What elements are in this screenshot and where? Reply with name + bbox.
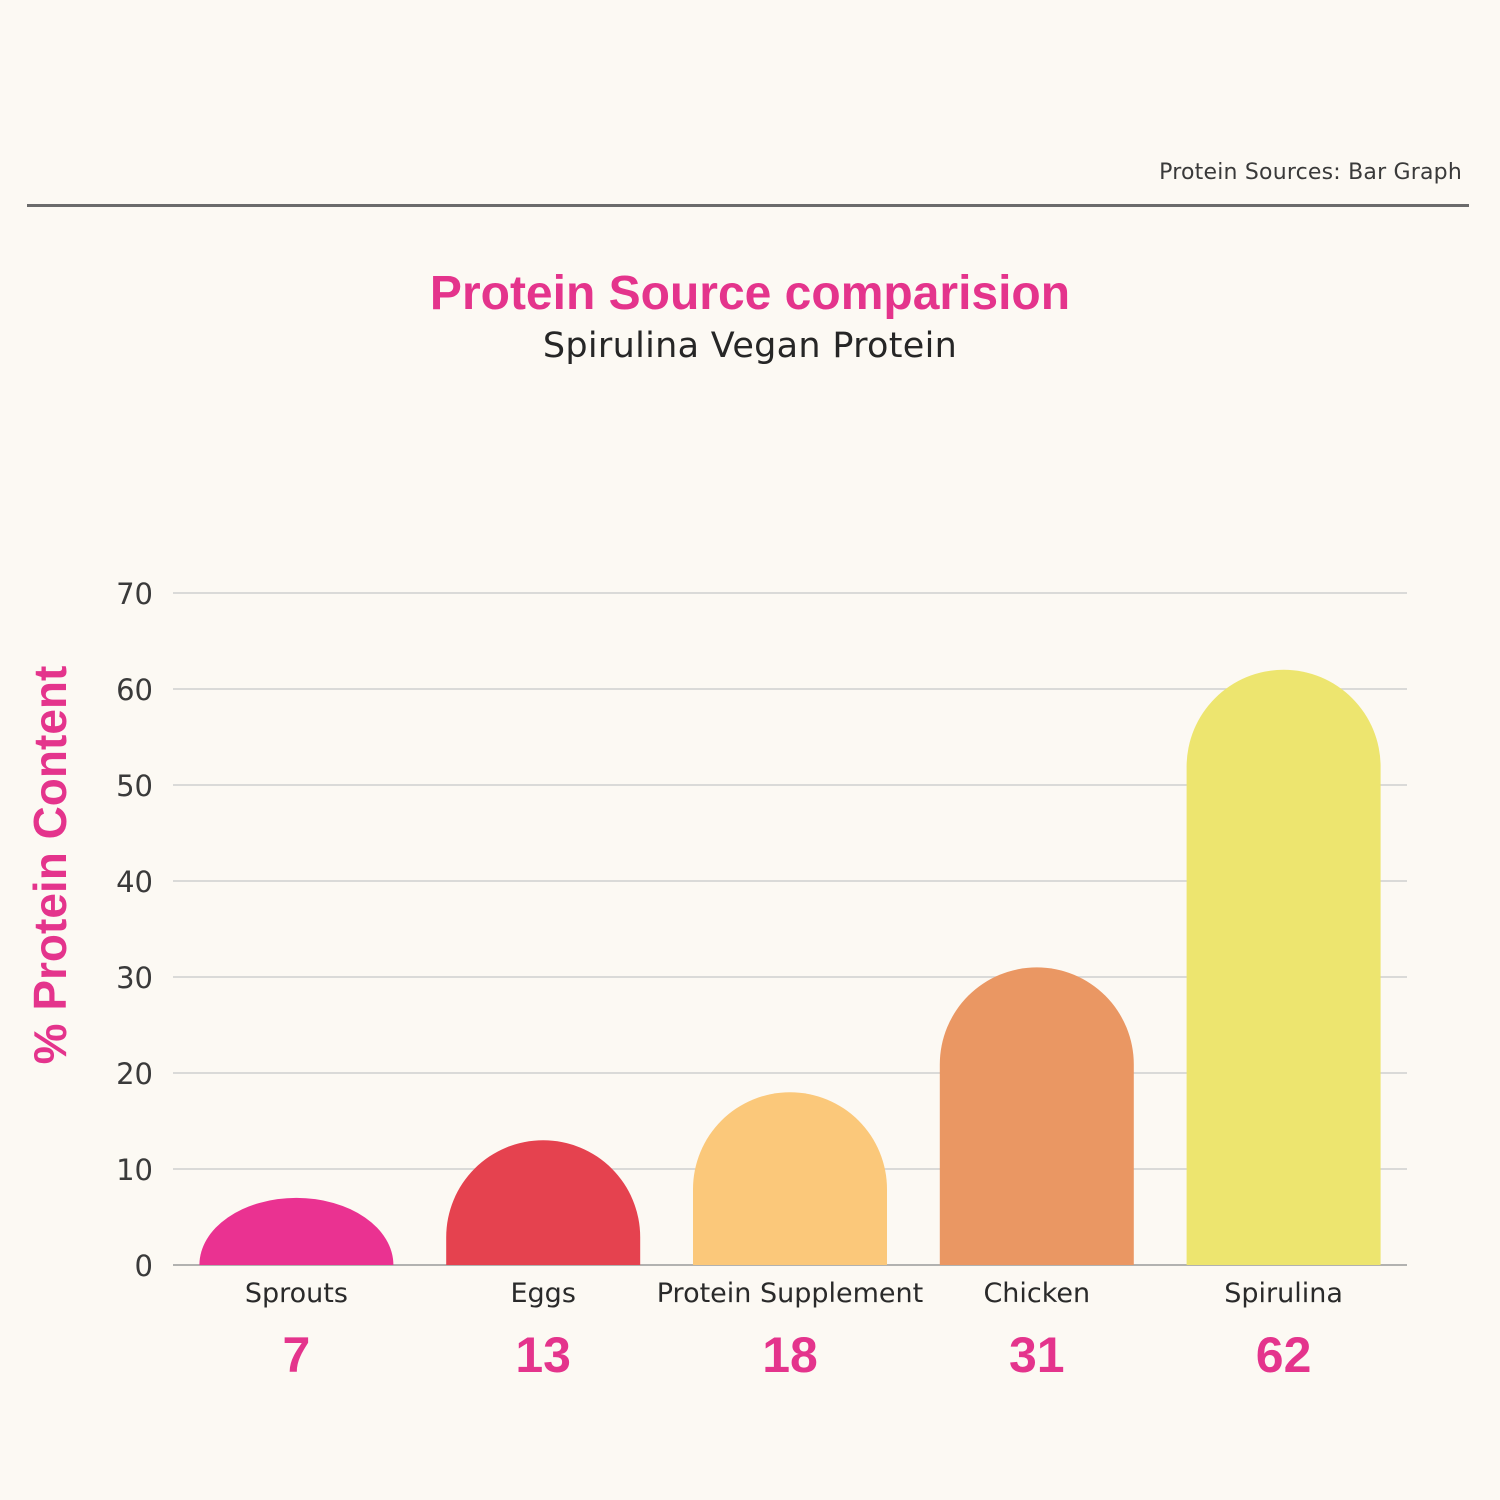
x-tick-label: Eggs [510, 1278, 575, 1309]
x-tick-label: Protein Supplement [657, 1278, 923, 1309]
header-divider [27, 204, 1469, 207]
y-tick-label: 0 [135, 1249, 153, 1283]
y-tick-label: 30 [116, 961, 153, 995]
bar-protein-supplement [693, 1092, 887, 1265]
bar-chicken [939, 967, 1134, 1265]
bar-sprouts [199, 1197, 394, 1265]
x-tick-label: Chicken [983, 1278, 1090, 1309]
y-tick-label: 50 [116, 769, 153, 803]
bar-spirulina [1186, 669, 1381, 1265]
y-tick-label: 70 [116, 577, 153, 611]
y-tick-label: 40 [116, 865, 153, 899]
chart-title: Protein Source comparision [429, 267, 1071, 320]
data-label: 31 [1009, 1327, 1065, 1383]
x-tick-label: Spirulina [1224, 1278, 1343, 1309]
y-tick-label: 60 [116, 673, 153, 707]
bar-eggs [446, 1140, 641, 1265]
data-label: 18 [762, 1327, 818, 1383]
data-label: 13 [515, 1327, 571, 1383]
y-tick-label: 20 [116, 1057, 153, 1091]
y-tick-label: 10 [116, 1153, 153, 1187]
data-label: 7 [282, 1327, 310, 1383]
x-tick-label: Sprouts [245, 1278, 348, 1309]
header-caption: Protein Sources: Bar Graph [1159, 160, 1462, 185]
chart-subtitle: Spirulina Vegan Protein [542, 326, 958, 366]
data-label: 62 [1256, 1327, 1312, 1383]
